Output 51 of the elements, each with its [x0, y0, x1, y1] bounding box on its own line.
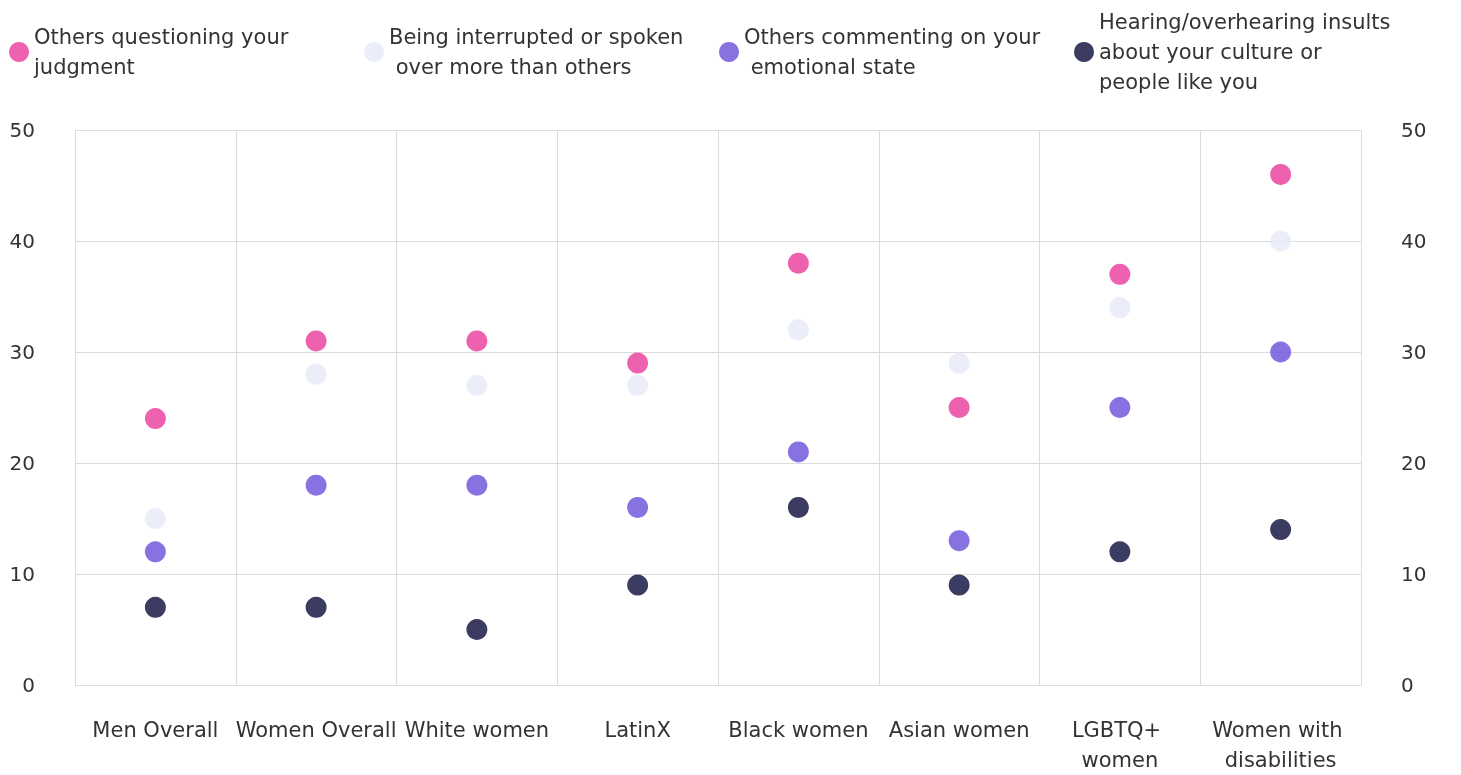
y2-tick-label: 0 [1401, 673, 1414, 697]
point [466, 474, 488, 496]
y-tick-label: 40 [9, 229, 35, 253]
point [305, 330, 327, 352]
y-tick-label: 50 [9, 118, 35, 142]
point [466, 330, 488, 352]
point [627, 496, 649, 518]
legend-label: Being interrupted or spoken over more than others [389, 25, 684, 79]
point [1270, 519, 1292, 541]
point [787, 496, 809, 518]
point [1270, 341, 1292, 363]
y-tick-label: 10 [9, 562, 35, 586]
legend-label: Others commenting on your emotional state [744, 25, 1041, 79]
y-tick-label: 20 [9, 451, 35, 475]
point [1270, 163, 1292, 185]
x-tick-label: White women [404, 718, 550, 742]
y2-tick-label: 30 [1401, 340, 1427, 364]
y2-tick-label: 20 [1401, 451, 1427, 475]
y2-tick-label: 50 [1401, 118, 1427, 142]
point [1109, 263, 1131, 285]
x-tick-label: Men Overall [92, 718, 219, 742]
point [144, 541, 166, 563]
point [1270, 230, 1292, 252]
point [627, 574, 649, 596]
y-tick-label: 30 [9, 340, 35, 364]
x-tick-label: Women with disabilities [1212, 718, 1350, 772]
point [627, 374, 649, 396]
y2-tick-label: 40 [1401, 229, 1427, 253]
x-tick-label: Women Overall [235, 718, 397, 742]
point [1109, 397, 1131, 418]
point [948, 352, 970, 374]
point [948, 574, 970, 596]
x-tick-label: Black women [728, 718, 869, 742]
x-tick-label: LGBTQ+ women [1071, 718, 1168, 772]
legend-label: Others questioning your judgment [33, 25, 296, 79]
y-tick-label: 0 [22, 673, 35, 697]
point [948, 530, 970, 552]
point [144, 596, 166, 618]
point [144, 408, 166, 430]
point [305, 474, 327, 496]
point [787, 441, 809, 463]
x-tick-label: LatinX [604, 718, 671, 742]
point [948, 397, 970, 418]
x-tick-label: Asian women [888, 718, 1030, 742]
point [1109, 541, 1131, 563]
point [466, 619, 488, 640]
point [787, 252, 809, 274]
point [305, 596, 327, 618]
y2-tick-label: 10 [1401, 562, 1427, 586]
legend-label: Hearing/overhearing insults about your culture or people like you [1099, 10, 1398, 94]
point [627, 352, 649, 374]
